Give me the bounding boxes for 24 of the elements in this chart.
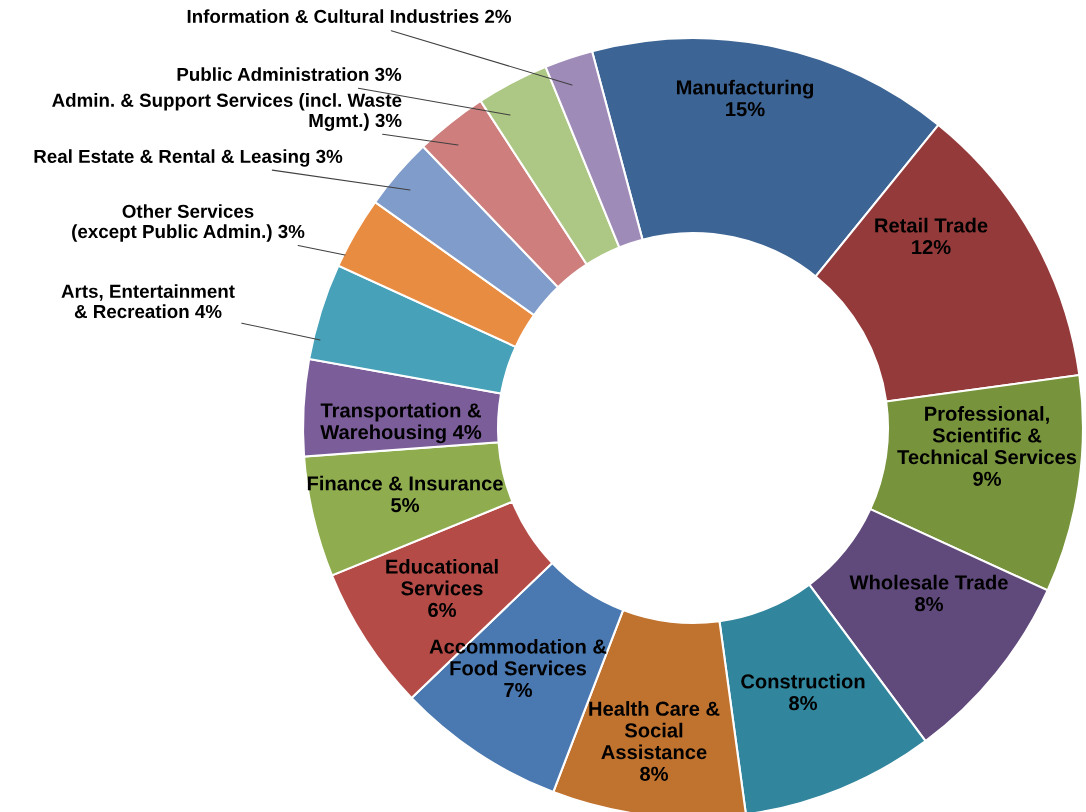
data-label: 6% [428, 602, 457, 618]
slice-label: Other Services (except Public Admin.) 3% [72, 204, 305, 242]
slice-label: Real Estate & Rental & Leasing 3% [34, 149, 343, 167]
slice-label: Wholesale Trade [849, 574, 1008, 590]
slice-label: Arts, Entertainment & Recreation 4% [61, 284, 235, 319]
slice-label: Admin. & Support Services (incl. Waste Mgmt.) 3% [52, 93, 402, 131]
data-label: 5% [391, 498, 420, 513]
data-label: 12% [912, 239, 951, 255]
data-label: 8% [789, 695, 818, 711]
data-label: 9% [973, 471, 1002, 486]
slice-label: Construction [741, 673, 865, 689]
data-label: 15% [726, 102, 765, 117]
data-label: 8% [640, 766, 669, 781]
slice-label: Information & Cultural Industries 2% [187, 9, 512, 24]
slice-label: Educational Services [386, 558, 498, 596]
slice-label: Health Care & Social Assistance [589, 701, 720, 760]
data-label: 8% [915, 596, 944, 612]
slice-label: Finance & Insurance [307, 475, 503, 491]
slice-label: Professional, Scientific & Technical Services [897, 406, 1077, 465]
slice-label: Manufacturing [676, 79, 814, 99]
slice-label: Transportation & Warehousing 4% [320, 402, 482, 444]
slice-label: Public Administration 3% [177, 67, 402, 82]
data-label: 7% [504, 682, 533, 698]
slice-label: Retail Trade [875, 217, 988, 233]
